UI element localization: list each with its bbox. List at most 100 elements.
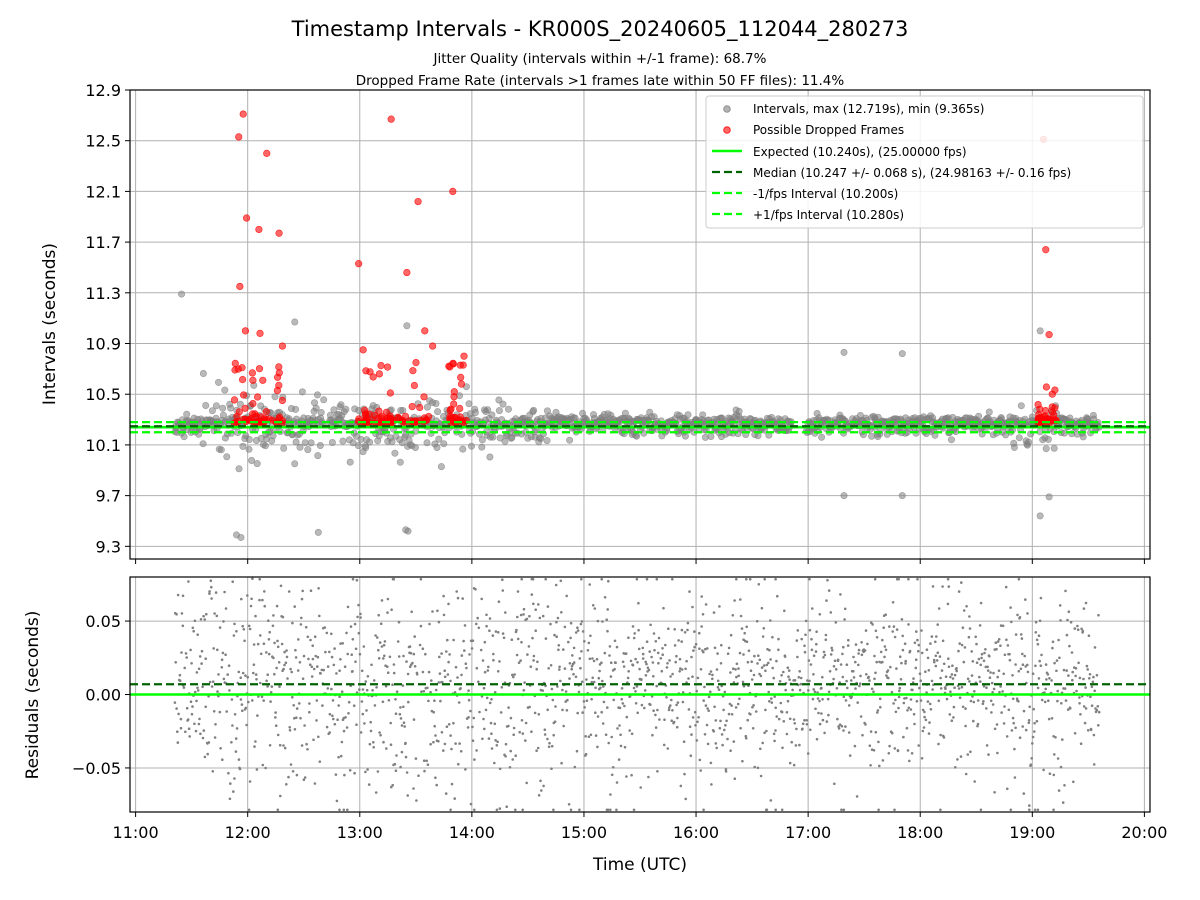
residual-point [300, 744, 304, 747]
residual-point [975, 661, 979, 664]
residual-point [293, 605, 297, 608]
residual-point [213, 612, 216, 615]
residual-point [770, 701, 774, 704]
residual-point [311, 644, 315, 647]
residual-point [247, 700, 250, 704]
residual-point [1035, 719, 1039, 723]
residual-point [261, 763, 265, 767]
residual-point [1030, 757, 1033, 760]
residual-point [1065, 633, 1069, 637]
residual-point [655, 684, 658, 688]
interval-point [317, 408, 325, 416]
residual-point [833, 782, 836, 786]
residual-point-clipped [520, 577, 523, 581]
residual-point [482, 717, 485, 721]
residual-point [252, 671, 255, 675]
residuals-plot-frame [129, 576, 1151, 813]
residual-point [955, 667, 958, 670]
residual-point [739, 726, 742, 730]
residual-point [656, 651, 660, 655]
residual-point [179, 726, 183, 730]
interval-point [248, 456, 256, 464]
residual-point [1079, 713, 1082, 716]
residual-point [196, 686, 199, 690]
dropped-frame-point [450, 400, 458, 408]
interval-point [488, 411, 496, 419]
residual-point [633, 632, 636, 635]
residual-point [635, 685, 639, 688]
interval-outlier-point [898, 492, 906, 500]
residual-point [618, 724, 621, 727]
residual-point [186, 718, 190, 721]
residual-point [724, 724, 727, 727]
residual-point [764, 669, 767, 673]
residual-point [543, 728, 547, 731]
residual-point [871, 623, 874, 626]
residual-point [832, 677, 835, 681]
residual-point [638, 667, 641, 671]
residual-point [428, 622, 431, 626]
residual-point [782, 670, 785, 674]
residuals-x-ticks: 11:00 12:00 13:00 14:00 15:00 16:00 17:00 18:00… [113, 812, 1167, 842]
residual-point [713, 646, 717, 650]
residual-point [597, 676, 601, 680]
residual-point [992, 687, 996, 691]
residual-point [1073, 732, 1077, 735]
residual-point [955, 669, 958, 673]
residual-point [581, 630, 585, 633]
residual-point [201, 736, 205, 740]
residual-point [691, 605, 694, 609]
residual-point [320, 668, 324, 672]
residual-point [957, 687, 961, 690]
residual-point [557, 648, 560, 652]
residual-point [590, 697, 593, 701]
residual-point [738, 697, 741, 701]
residual-point [947, 585, 951, 588]
residual-point [391, 683, 394, 686]
residual-point [859, 674, 862, 678]
dropped-frame-point [446, 363, 454, 371]
residual-point [283, 746, 287, 750]
residual-point [1043, 691, 1046, 694]
residual-point [899, 678, 903, 681]
dropped-frame-point [456, 413, 464, 421]
residual-point [259, 634, 262, 637]
residual-point [394, 769, 398, 772]
residual-point [309, 638, 312, 642]
residual-point [746, 718, 749, 722]
residual-point [561, 708, 564, 712]
legend-box [705, 95, 1144, 229]
interval-point [707, 432, 715, 440]
chart-subtitle-dropped: Dropped Frame Rate (intervals >1 frames … [356, 73, 845, 89]
residual-point [429, 742, 432, 746]
residual-point [1031, 742, 1034, 745]
residual-point [420, 690, 423, 693]
residual-point [204, 705, 207, 709]
residual-point [449, 679, 452, 683]
residual-point [427, 670, 431, 674]
residual-point [1082, 607, 1086, 610]
dropped-frame-outlier-point [235, 133, 243, 141]
residual-point [400, 750, 404, 754]
residual-point [279, 794, 282, 798]
residual-point [947, 657, 950, 660]
residual-point [945, 697, 949, 701]
residual-point [308, 663, 312, 666]
residual-point-clipped [1033, 808, 1037, 812]
residual-point [343, 665, 347, 668]
residual-point [1037, 634, 1041, 637]
x-tick-label: 12:00 [225, 823, 271, 842]
residual-point [722, 708, 725, 712]
intervals-y-tick-label: 12.9 [85, 81, 121, 100]
residuals-y-tick-label: −0.05 [72, 759, 121, 778]
residual-point [562, 648, 565, 651]
dropped-frame-outlier-point [275, 229, 283, 237]
residuals-y-tick-label: 0.05 [85, 612, 121, 631]
residual-point [979, 601, 983, 605]
residual-point [443, 669, 447, 672]
residual-point [386, 597, 390, 601]
residual-point [1047, 717, 1051, 721]
residual-point [516, 615, 519, 619]
dropped-frame-point [239, 376, 247, 384]
residual-point [532, 602, 535, 606]
